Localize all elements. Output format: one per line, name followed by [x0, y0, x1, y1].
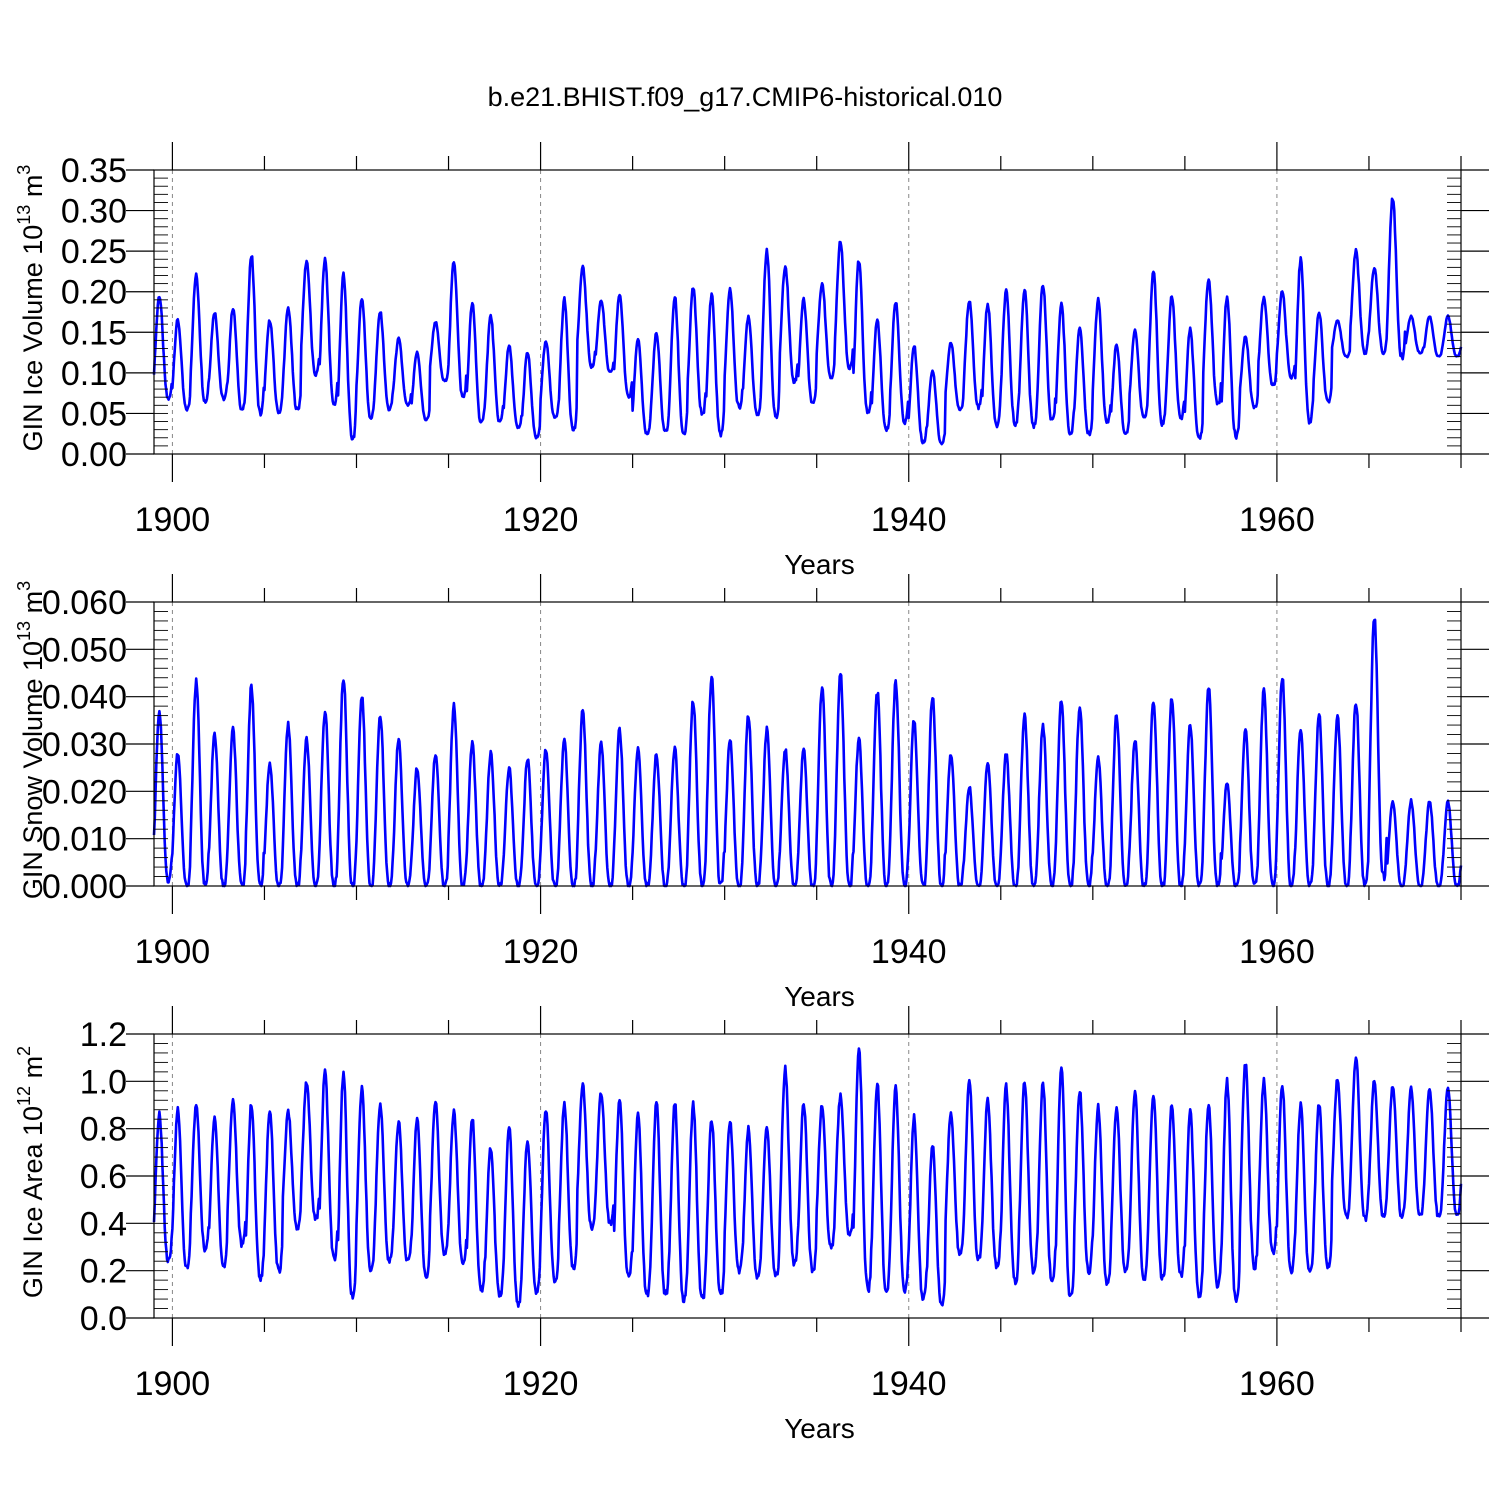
y-tick-label: 0.00: [61, 436, 127, 474]
y-tick-label: 0.05: [61, 395, 127, 433]
y-tick-label: 0.20: [61, 274, 127, 312]
figure-title: b.e21.BHIST.f09_g17.CMIP6-historical.010: [488, 82, 1003, 112]
x-tick-label: 1960: [1239, 1365, 1315, 1403]
y-tick-label: 0.020: [42, 773, 127, 811]
y-tick-label: 0.2: [80, 1253, 127, 1291]
y-axis-label: GIN Ice Area 1012 m2: [14, 1046, 48, 1298]
x-tick-label: 1940: [871, 933, 947, 971]
y-tick-label: 0.35: [61, 152, 127, 190]
plot-frame-ice-volume: [153, 169, 1462, 455]
y-tick-label: 0.30: [61, 193, 127, 231]
x-tick-label: 1920: [503, 1365, 579, 1403]
y-tick-label: 0.15: [61, 314, 127, 352]
y-tick-label: 0.10: [61, 355, 127, 393]
panel-ice-area: 1900 1920 1940 1960 0.0 0.2 0.4 0.6 0.8 1.0 1.2 Yea…: [14, 1006, 1489, 1444]
x-axis-label: Years: [784, 981, 855, 1012]
x-tick-label: 1960: [1239, 501, 1315, 539]
x-tick-label: 1920: [503, 933, 579, 971]
y-tick-label: 0.0: [80, 1300, 127, 1338]
y-axis-label: GIN Snow Volume 1013 m3: [14, 581, 48, 899]
y-tick-label: 0.030: [42, 726, 127, 764]
chart-panels: 1900 1920 1940 1960 0.000.050.100.150.200.25…: [14, 142, 1489, 1444]
x-tick-label: 1900: [135, 501, 211, 539]
y-tick-label: 0.25: [61, 233, 127, 271]
y-tick-label: 1.0: [80, 1063, 127, 1101]
y-tick-label: 0.010: [42, 821, 127, 859]
x-tick-label: 1940: [871, 501, 947, 539]
y-tick-label: 0.060: [42, 584, 127, 622]
panel-ice-volume: 1900 1920 1940 1960 0.000.050.100.150.200.25…: [14, 142, 1489, 580]
x-tick-label: 1900: [135, 1365, 211, 1403]
y-tick-label: 0.8: [80, 1111, 127, 1149]
y-tick-label: 0.4: [80, 1205, 127, 1243]
y-tick-label: 0.6: [80, 1158, 127, 1196]
x-axis-label: Years: [784, 1413, 855, 1444]
x-tick-label: 1960: [1239, 933, 1315, 971]
x-tick-label: 1940: [871, 1365, 947, 1403]
y-axis-label: GIN Ice Volume 1013 m3: [14, 165, 48, 452]
series-line-ice-volume: [152, 197, 1463, 446]
y-tick-label: 0.000: [42, 868, 127, 906]
panel-snow-volume: 1900 1920 1940 1960 0.000 0.010 0.020 0.030 0.04…: [14, 574, 1489, 1012]
y-tick-label: 0.040: [42, 679, 127, 717]
y-tick-label: 1.2: [80, 1016, 127, 1054]
series-line-ice-area: [152, 1047, 1463, 1308]
x-tick-label: 1920: [503, 501, 579, 539]
y-tick-label: 0.050: [42, 631, 127, 669]
x-tick-label: 1900: [135, 933, 211, 971]
x-axis-label: Years: [784, 549, 855, 580]
